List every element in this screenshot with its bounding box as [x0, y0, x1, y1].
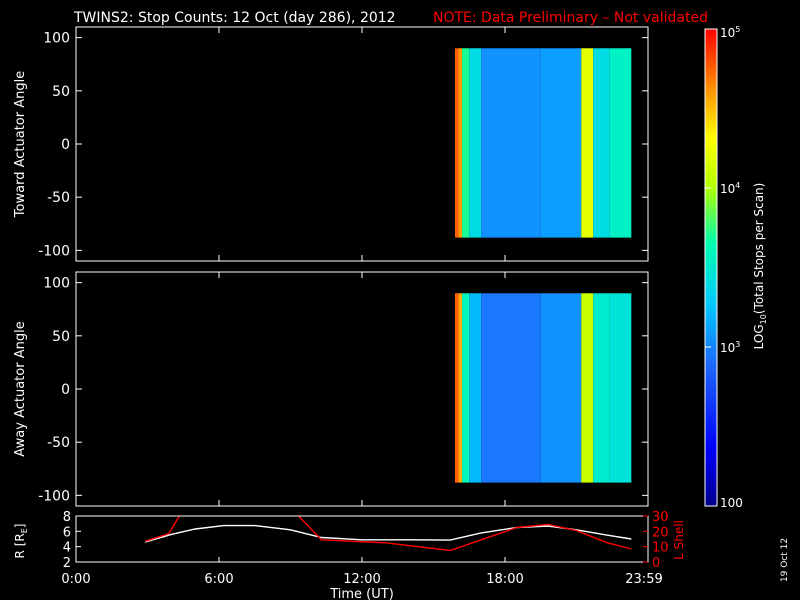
orbit-lines: [144, 516, 632, 552]
colorbar-tick-label: 105: [720, 25, 740, 40]
toward-ytick-label: 0: [61, 137, 70, 153]
away-heat-column: [581, 293, 594, 483]
away-heat-column: [609, 293, 632, 483]
away-ytick-label: -100: [38, 488, 70, 504]
colorbar-label: LOG10(Total Stops per Scan): [752, 183, 768, 350]
colorbar: 100 103 104 105 LOG10(Total Stops per Scan): [704, 25, 768, 510]
toward-ytick-label: 50: [52, 84, 70, 100]
orbit-left-ylabel: R [RE]: [13, 524, 29, 559]
colorbar-tick-label: 104: [720, 181, 740, 196]
x-tick-label: 23:59: [625, 572, 662, 587]
orbit-plot-area: [76, 516, 648, 562]
toward-heat-column: [481, 48, 541, 238]
away-heat-column: [593, 293, 610, 483]
away-heat-column: [462, 293, 470, 483]
orbit-right-tick-label: 30: [652, 510, 669, 525]
toward-heat-column: [469, 48, 482, 238]
x-tick-label: 18:00: [486, 572, 523, 587]
away-x-ticks: [75, 272, 649, 506]
orbit-left-tick-label: 8: [63, 510, 71, 525]
colorbar-ticks: 100 103 104 105: [705, 25, 743, 510]
orbit-left-tick-label: 4: [63, 541, 71, 556]
toward-heat-column: [462, 48, 470, 238]
colorbar-gradient: [705, 29, 717, 506]
away-ytick-label: -50: [47, 435, 70, 451]
toward-heat-column: [609, 48, 632, 238]
orbit-left-tick-label: 2: [63, 556, 71, 571]
away-y-ticks: 100 50 0 -50 -100: [38, 276, 648, 504]
toward-ylabel: Toward Actuator Angle: [13, 71, 28, 218]
toward-y-ticks: 100 50 0 -50 -100: [38, 31, 648, 259]
away-heat-column: [481, 293, 541, 483]
orbit-right-ylabel: L Shell: [672, 520, 686, 560]
toward-ytick-label: -100: [38, 243, 70, 259]
x-axis-label: Time (UT): [329, 587, 394, 600]
date-stamp: 19 Oct 12: [780, 538, 790, 582]
away-heat-column: [540, 293, 582, 483]
chart-title: TWINS2: Stop Counts: 12 Oct (day 286), 2…: [73, 10, 396, 26]
away-ytick-label: 100: [43, 276, 70, 292]
toward-heat-column: [593, 48, 610, 238]
l-shell-line: [144, 516, 632, 552]
away-heat-column: [454, 293, 459, 483]
toward-ytick-label: -50: [47, 190, 70, 206]
x-tick-label: 12:00: [343, 572, 380, 587]
toward-heat-column: [581, 48, 594, 238]
away-heatmap: [454, 293, 632, 483]
away-panel: 100 50 0 -50 -100 Away Actuator Angle: [13, 271, 649, 507]
orbit-right-tick-label: 0: [652, 556, 660, 571]
toward-panel: 100 50 0 -50 -100 Toward Actuator Angle: [13, 26, 649, 262]
x-tick-label: 0:00: [61, 572, 90, 587]
data-note: NOTE: Data Preliminary – Not validated: [433, 10, 708, 26]
toward-heatmap: [454, 48, 632, 238]
orbit-x-ticks: 0:00 6:00 12:00 18:00 23:59: [61, 557, 663, 587]
away-heat-column: [469, 293, 482, 483]
away-heat-column: [458, 293, 463, 483]
toward-heat-column: [454, 48, 459, 238]
away-ylabel: Away Actuator Angle: [13, 321, 28, 456]
orbit-left-tick-label: 6: [63, 525, 71, 540]
colorbar-tick-label: 100: [720, 496, 743, 510]
x-tick-label: 6:00: [204, 572, 233, 587]
orbit-right-tick-label: 20: [652, 525, 669, 540]
toward-x-ticks: [75, 27, 649, 261]
orbit-right-tick-label: 10: [652, 541, 669, 556]
toward-ytick-label: 100: [43, 31, 70, 47]
toward-heat-column: [540, 48, 582, 238]
colorbar-tick-label: 103: [720, 340, 740, 355]
toward-heat-column: [458, 48, 463, 238]
away-ytick-label: 50: [52, 329, 70, 345]
away-ytick-label: 0: [61, 382, 70, 398]
